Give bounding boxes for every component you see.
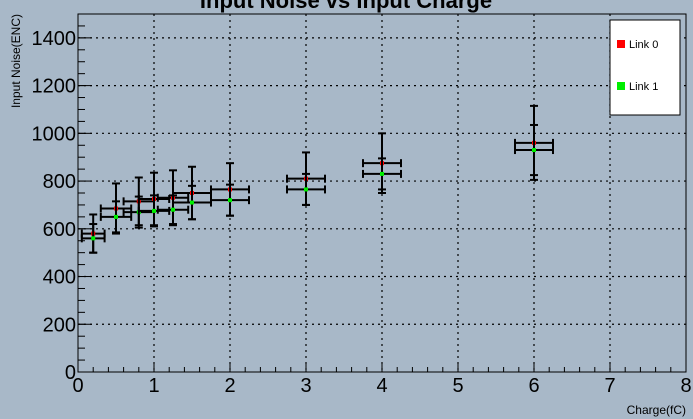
y-tick-labels: 0 200 400 600 800 1000 1200 1400 [32,28,77,384]
legend-swatch-link-1 [617,82,625,90]
marker [171,207,175,212]
data-point-link-1 [80,223,106,254]
legend-swatch-link-0 [617,40,625,48]
marker [152,208,156,213]
axis-ticks [77,13,687,373]
y-tick-label: 0 [65,362,76,384]
marker [304,187,308,192]
data-marks [80,104,554,254]
y-tick-label: 400 [43,267,76,289]
y-tick-label: 1000 [32,123,77,145]
y-tick-label: 1400 [32,28,77,50]
data-point-link-1 [514,123,554,177]
x-axis-label: Charge(fC) [627,403,686,417]
data-point-link-1 [99,200,133,234]
marker [91,236,96,241]
x-tick-label: 8 [680,375,691,397]
x-tick-label: 6 [528,375,539,397]
x-tick-label: 7 [604,375,615,397]
marker [228,198,232,203]
x-tick-labels: 0 1 2 3 4 5 6 7 8 [72,375,691,397]
y-tick-label: 800 [43,171,76,193]
data-point-link-1 [210,183,250,217]
x-tick-label: 1 [148,375,159,397]
legend-label-link-1: Link 1 [629,81,658,93]
legend-box [609,19,681,116]
x-tick-label: 0 [72,375,83,397]
chart-title: Input Noise vs Input Charge [200,0,492,13]
marker [114,214,118,219]
y-axis-label: Input Noise(ENC) [9,14,23,108]
marker [190,200,194,205]
legend: Link 0 Link 1 [609,19,681,116]
x-tick-label: 3 [300,375,311,397]
marker [532,148,536,153]
marker [380,171,384,176]
y-tick-label: 600 [43,219,76,241]
legend-label-link-0: Link 0 [629,39,658,51]
data-point-link-1 [362,157,402,191]
x-tick-label: 5 [452,375,463,397]
y-tick-label: 1200 [32,76,77,98]
data-point-link-1 [286,172,326,206]
data-point-link-1 [137,194,171,228]
x-tick-label: 2 [224,375,235,397]
y-tick-label: 200 [43,314,76,336]
x-tick-label: 4 [376,375,387,397]
